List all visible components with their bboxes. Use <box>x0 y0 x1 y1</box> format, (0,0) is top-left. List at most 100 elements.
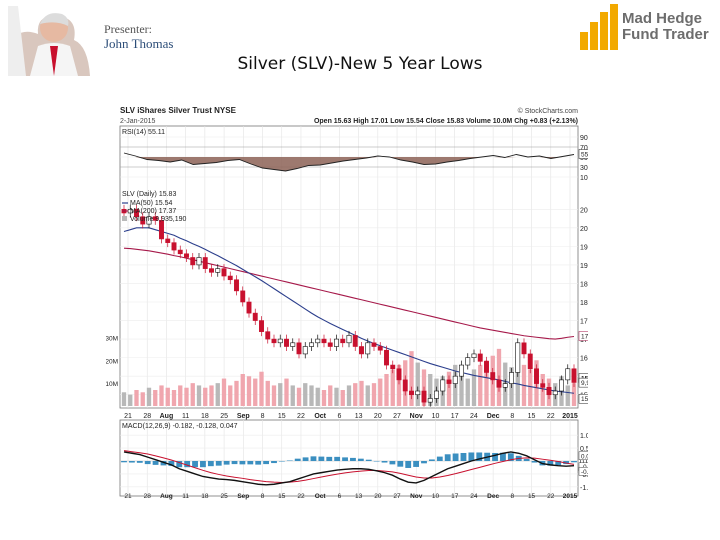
macd-histogram-bar <box>342 457 348 461</box>
candle-body <box>371 342 377 347</box>
macd-histogram-bar <box>476 452 483 461</box>
macd-histogram-bar <box>176 461 183 468</box>
x-tick-label: 15 <box>528 413 536 420</box>
price-last-value-label: 17.07 <box>581 333 588 340</box>
x-tick-label: 20 <box>374 413 382 420</box>
macd-x-tick-label: 18 <box>201 493 209 500</box>
volume-bar <box>571 383 577 406</box>
candle-body <box>496 379 502 388</box>
volume-tick-label: 10M <box>106 381 118 388</box>
volume-bar <box>409 351 414 406</box>
macd-histogram-bar <box>381 461 388 463</box>
presenter-block: Presenter: John Thomas <box>8 6 208 76</box>
macd-legend: MACD(12,26,9) -0.182, -0.128, 0.047 <box>122 423 238 430</box>
macd-x-tick-label: 17 <box>451 493 459 500</box>
macd-histogram-bar <box>357 458 364 461</box>
candle-body <box>321 338 327 344</box>
macd-x-tick-label: 21 <box>124 493 132 500</box>
price-last-value-label: 15.54 <box>581 396 588 403</box>
price-y-tick-label: 20.5 <box>580 207 588 214</box>
macd-histogram-bar <box>223 461 230 465</box>
volume-bar <box>371 383 377 406</box>
macd-x-tick-label: 6 <box>338 493 342 500</box>
price-y-tick-label: 17.5 <box>580 319 588 326</box>
macd-histogram-bar <box>263 461 270 465</box>
candle-body <box>271 338 277 344</box>
macd-x-tick-label: 11 <box>182 493 189 500</box>
volume-bar <box>378 378 383 406</box>
candle-body <box>209 268 214 273</box>
price-y-tick-label: 20.0 <box>580 226 588 233</box>
rsi-y-tick-label: 70 <box>580 145 588 152</box>
rsi-y-tick-label: 10 <box>580 175 588 182</box>
candle-body <box>177 249 183 255</box>
x-tick-label: 13 <box>355 413 363 420</box>
macd-histogram-bar <box>468 452 475 461</box>
macd-histogram-bar <box>571 461 577 463</box>
macd-histogram-bar <box>231 461 238 465</box>
macd-x-tick-label: 2015 <box>563 493 578 500</box>
macd-histogram-bar <box>310 456 317 461</box>
candle-body <box>477 353 483 362</box>
candle-body <box>396 368 402 381</box>
candle-body <box>390 364 396 370</box>
candle-body <box>427 398 433 403</box>
macd-histogram-bar <box>555 461 562 466</box>
candle-body <box>184 253 189 258</box>
candle-body <box>534 368 539 384</box>
macd-x-tick-label: 10 <box>432 493 440 500</box>
candle-body <box>140 216 146 225</box>
macd-x-tick-label: 25 <box>220 493 228 500</box>
candle-body <box>234 279 239 292</box>
price-last-value-label: 9,935,190 <box>581 380 588 387</box>
macd-histogram-bar <box>144 461 151 465</box>
candle-body <box>240 290 246 303</box>
macd-histogram-bar <box>547 461 554 466</box>
macd-histogram-bar <box>271 461 277 464</box>
candle-body <box>190 257 196 266</box>
volume-bar <box>515 351 520 406</box>
volume-bar <box>140 392 145 406</box>
presenter-name: John Thomas <box>104 36 174 51</box>
brand-name-line2: Fund Trader <box>622 26 709 43</box>
volume-tick-label: 20M <box>106 358 118 365</box>
volume-bar <box>153 390 158 406</box>
macd-histogram-bar <box>184 461 191 468</box>
candle-body <box>384 349 389 366</box>
volume-bar <box>303 383 308 406</box>
macd-x-tick-label: 22 <box>547 493 555 500</box>
x-tick-label: 15 <box>278 413 286 420</box>
macd-histogram-bar <box>350 457 356 461</box>
volume-bar <box>278 383 283 406</box>
candle-body <box>296 342 302 355</box>
macd-histogram-bar <box>207 461 214 467</box>
candle-body <box>415 390 421 396</box>
volume-bar <box>221 378 227 406</box>
candle-body <box>302 346 308 355</box>
macd-x-tick-label: Sep <box>237 493 249 500</box>
stock-chart-svg: SLV iShares Silver Trust NYSE © StockChar… <box>105 106 616 500</box>
x-tick-label: 11 <box>182 413 189 420</box>
x-tick-label: 8 <box>261 413 265 420</box>
macd-histogram-bar <box>255 461 262 465</box>
candle-body <box>284 338 289 347</box>
volume-bar <box>171 390 177 406</box>
price-y-tick-label: 19.0 <box>580 263 588 270</box>
x-tick-label: 22 <box>547 413 555 420</box>
macd-histogram-bar <box>192 461 198 468</box>
macd-histogram-bar <box>421 461 427 464</box>
macd-x-tick-label: Aug <box>160 493 173 500</box>
macd-x-tick-label: Dec <box>487 493 499 500</box>
volume-bar <box>359 380 364 406</box>
x-tick-label: Dec <box>487 413 500 420</box>
x-tick-label: 27 <box>393 413 401 420</box>
candle-body <box>446 379 452 384</box>
volume-bar <box>365 385 370 406</box>
volume-bar <box>228 385 233 406</box>
macd-histogram-bar <box>405 461 412 468</box>
macd-x-tick-label: 24 <box>470 493 478 500</box>
x-tick-label: 10 <box>432 413 440 420</box>
macd-x-tick-label: Nov <box>410 493 423 500</box>
volume-bar <box>484 360 489 406</box>
candle-body <box>565 368 571 381</box>
